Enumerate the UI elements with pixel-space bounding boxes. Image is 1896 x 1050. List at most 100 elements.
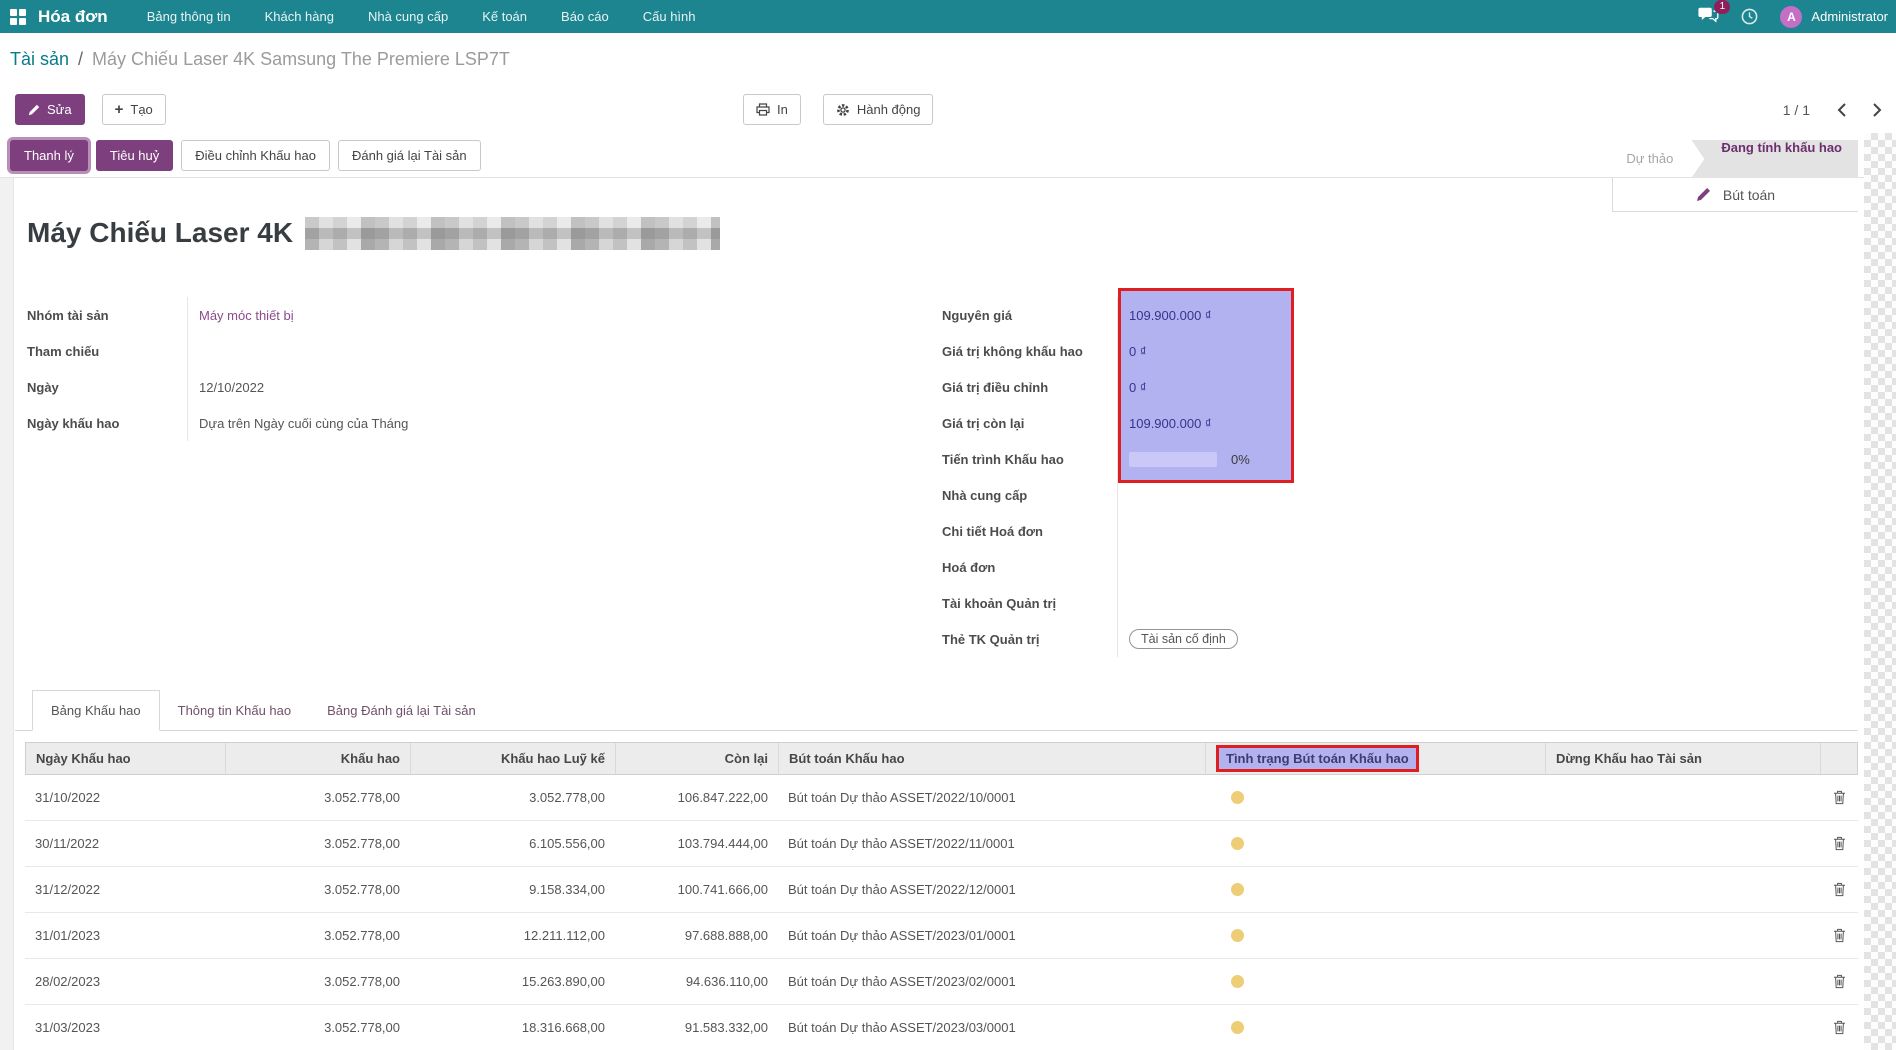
field-label-asset-group: Nhóm tài sản: [27, 297, 188, 333]
table-header-row: Ngày Khấu hao Khấu hao Khấu hao Luỹ kế C…: [25, 742, 1858, 775]
control-panel: Sửa + Tạo In Hành động 1 / 1: [0, 86, 1896, 133]
table-row[interactable]: 31/01/2023 3.052.778,00 12.211.112,00 97…: [25, 913, 1858, 959]
modify-depreciation-button[interactable]: Điều chỉnh Khấu hao: [181, 140, 330, 171]
state-running[interactable]: Đang tính khấu hao: [1691, 140, 1858, 178]
top-navbar: Hóa đơn Bảng thông tin Khách hàng Nhà cu…: [0, 0, 1896, 33]
breadcrumb-current: Máy Chiếu Laser 4K Samsung The Premiere …: [92, 49, 510, 69]
asset-title: Máy Chiếu Laser 4K: [27, 213, 721, 253]
nav-item-customers[interactable]: Khách hàng: [264, 9, 334, 24]
col-header-entry-status[interactable]: Tình trạng Bút toán Khấu hao: [1206, 743, 1546, 774]
col-header-depreciation[interactable]: Khấu hao: [226, 743, 411, 774]
col-header-residual[interactable]: Còn lại: [616, 743, 779, 774]
cell-depreciation: 3.052.778,00: [324, 1020, 400, 1035]
cell-entry: Bút toán Dự thảo ASSET/2022/10/0001: [788, 790, 1016, 805]
journal-pencil-icon: [1696, 188, 1710, 201]
apps-grid-icon[interactable]: [10, 8, 26, 25]
asset-group-link[interactable]: Máy móc thiết bị: [199, 307, 294, 323]
cell-cumulative: 12.211.112,00: [523, 928, 605, 943]
cell-entry-status: [1205, 1021, 1545, 1034]
tab-depreciation-info[interactable]: Thông tin Khấu hao: [177, 703, 292, 718]
redacted-title-part: [305, 216, 721, 250]
nav-item-accounting[interactable]: Kế toán: [482, 9, 528, 24]
activities-icon[interactable]: [1741, 8, 1758, 25]
reevaluate-asset-button[interactable]: Đánh giá lại Tài sản: [337, 140, 481, 171]
field-label-analytic-tag: Thẻ TK Quản trị: [942, 621, 1118, 657]
action-button[interactable]: Hành động: [822, 94, 934, 125]
col-header-date[interactable]: Ngày Khấu hao: [26, 743, 226, 774]
field-value-date: 12/10/2022: [199, 379, 265, 395]
field-label-depreciation-progress: Tiến trình Khấu hao: [942, 441, 1118, 477]
col-header-actions: [1821, 743, 1859, 774]
table-row[interactable]: 31/10/2022 3.052.778,00 3.052.778,00 106…: [25, 775, 1858, 821]
cell-date: 31/12/2022: [35, 882, 101, 897]
user-menu[interactable]: A Administrator: [1780, 5, 1888, 28]
cell-depreciation: 3.052.778,00: [324, 882, 400, 897]
field-group-right: Nguyên giá 109.900.000 ₫ Giá trị không kh…: [942, 297, 1592, 657]
cell-entry: Bút toán Dự thảo ASSET/2023/02/0001: [788, 974, 1016, 989]
delete-row-button[interactable]: [1820, 836, 1858, 851]
state-draft[interactable]: Dự thảo: [1626, 151, 1674, 166]
col-header-stop-depreciation[interactable]: Dừng Khấu hao Tài sản: [1546, 743, 1821, 774]
right-edge-hatch: [1864, 133, 1896, 1050]
depreciation-progress-bar: [1129, 452, 1217, 468]
journal-entries-stat-button[interactable]: Bút toán: [1612, 178, 1858, 212]
nav-item-vendors[interactable]: Nhà cung cấp: [367, 9, 449, 24]
cell-entry: Bút toán Dự thảo ASSET/2023/03/0001: [788, 1020, 1016, 1035]
field-label-date: Ngày: [27, 369, 188, 405]
print-button[interactable]: In: [743, 94, 801, 125]
tab-depreciation-board[interactable]: Bảng Khấu hao: [32, 690, 160, 731]
cell-residual: 91.583.332,00: [684, 1020, 768, 1035]
table-row[interactable]: 28/02/2023 3.052.778,00 15.263.890,00 94…: [25, 959, 1858, 1005]
pager-next-button[interactable]: [1873, 102, 1882, 117]
avatar: A: [1780, 5, 1803, 28]
trash-icon: [1833, 836, 1845, 851]
field-value-non-depreciable: 0 ₫: [1129, 343, 1147, 359]
table-row[interactable]: 30/11/2022 3.052.778,00 6.105.556,00 103…: [25, 821, 1858, 867]
statusbar: Thanh lý Tiêu huỷ Điều chỉnh Khấu hao Đá…: [0, 133, 1896, 178]
field-label-analytic-account: Tài khoản Quản trị: [942, 585, 1118, 621]
nav-item-reports[interactable]: Báo cáo: [561, 9, 609, 24]
cell-entry: Bút toán Dự thảo ASSET/2023/01/0001: [788, 928, 1016, 943]
user-name: Administrator: [1811, 9, 1888, 24]
field-value-residual-value: 109.900.000 ₫: [1129, 415, 1212, 431]
delete-row-button[interactable]: [1820, 1020, 1858, 1035]
tab-reevaluation-board[interactable]: Bảng Đánh giá lại Tài sản: [327, 703, 476, 718]
cell-entry-status: [1205, 929, 1545, 942]
trash-icon: [1833, 790, 1845, 805]
values-highlight-fill: [1118, 288, 1294, 483]
cell-entry-status: [1205, 975, 1545, 988]
cell-residual: 103.794.444,00: [677, 836, 768, 851]
status-dot: [1231, 929, 1244, 942]
create-button[interactable]: + Tạo: [101, 94, 166, 125]
delete-row-button[interactable]: [1820, 882, 1858, 897]
nav-item-configuration[interactable]: Cấu hình: [642, 9, 696, 24]
cell-entry: Bút toán Dự thảo ASSET/2022/11/0001: [788, 836, 1015, 851]
messages-icon[interactable]: 1: [1698, 0, 1731, 26]
pager-previous-button[interactable]: [1837, 102, 1846, 117]
field-label-gross-value: Nguyên giá: [942, 297, 1118, 333]
dispose-button[interactable]: Tiêu huỷ: [95, 140, 174, 171]
table-row[interactable]: 31/12/2022 3.052.778,00 9.158.334,00 100…: [25, 867, 1858, 913]
cell-date: 31/10/2022: [35, 790, 101, 805]
delete-row-button[interactable]: [1820, 974, 1858, 989]
field-label-reference: Tham chiếu: [27, 333, 188, 369]
field-label-invoice: Hoá đơn: [942, 549, 1118, 585]
clock-icon: [1742, 8, 1758, 25]
cell-cumulative: 15.263.890,00: [521, 974, 605, 989]
edit-button[interactable]: Sửa: [15, 94, 85, 125]
breadcrumb-separator: /: [78, 49, 84, 69]
cell-residual: 100.741.666,00: [677, 882, 768, 897]
cell-entry-status: [1205, 837, 1545, 850]
sell-button[interactable]: Thanh lý: [10, 140, 88, 171]
delete-row-button[interactable]: [1820, 790, 1858, 805]
col-header-entry[interactable]: Bút toán Khấu hao: [779, 743, 1206, 774]
delete-row-button[interactable]: [1820, 928, 1858, 943]
status-dot: [1231, 975, 1244, 988]
table-row[interactable]: 31/03/2023 3.052.778,00 18.316.668,00 91…: [25, 1005, 1858, 1050]
breadcrumb-assets-link[interactable]: Tài sản: [10, 49, 70, 69]
cell-entry-status: [1205, 791, 1545, 804]
app-menu-invoicing[interactable]: Hóa đơn: [38, 6, 108, 26]
status-dot: [1231, 1021, 1244, 1034]
nav-item-dashboard[interactable]: Bảng thông tin: [146, 9, 231, 24]
col-header-cumulative[interactable]: Khấu hao Luỹ kế: [411, 743, 616, 774]
